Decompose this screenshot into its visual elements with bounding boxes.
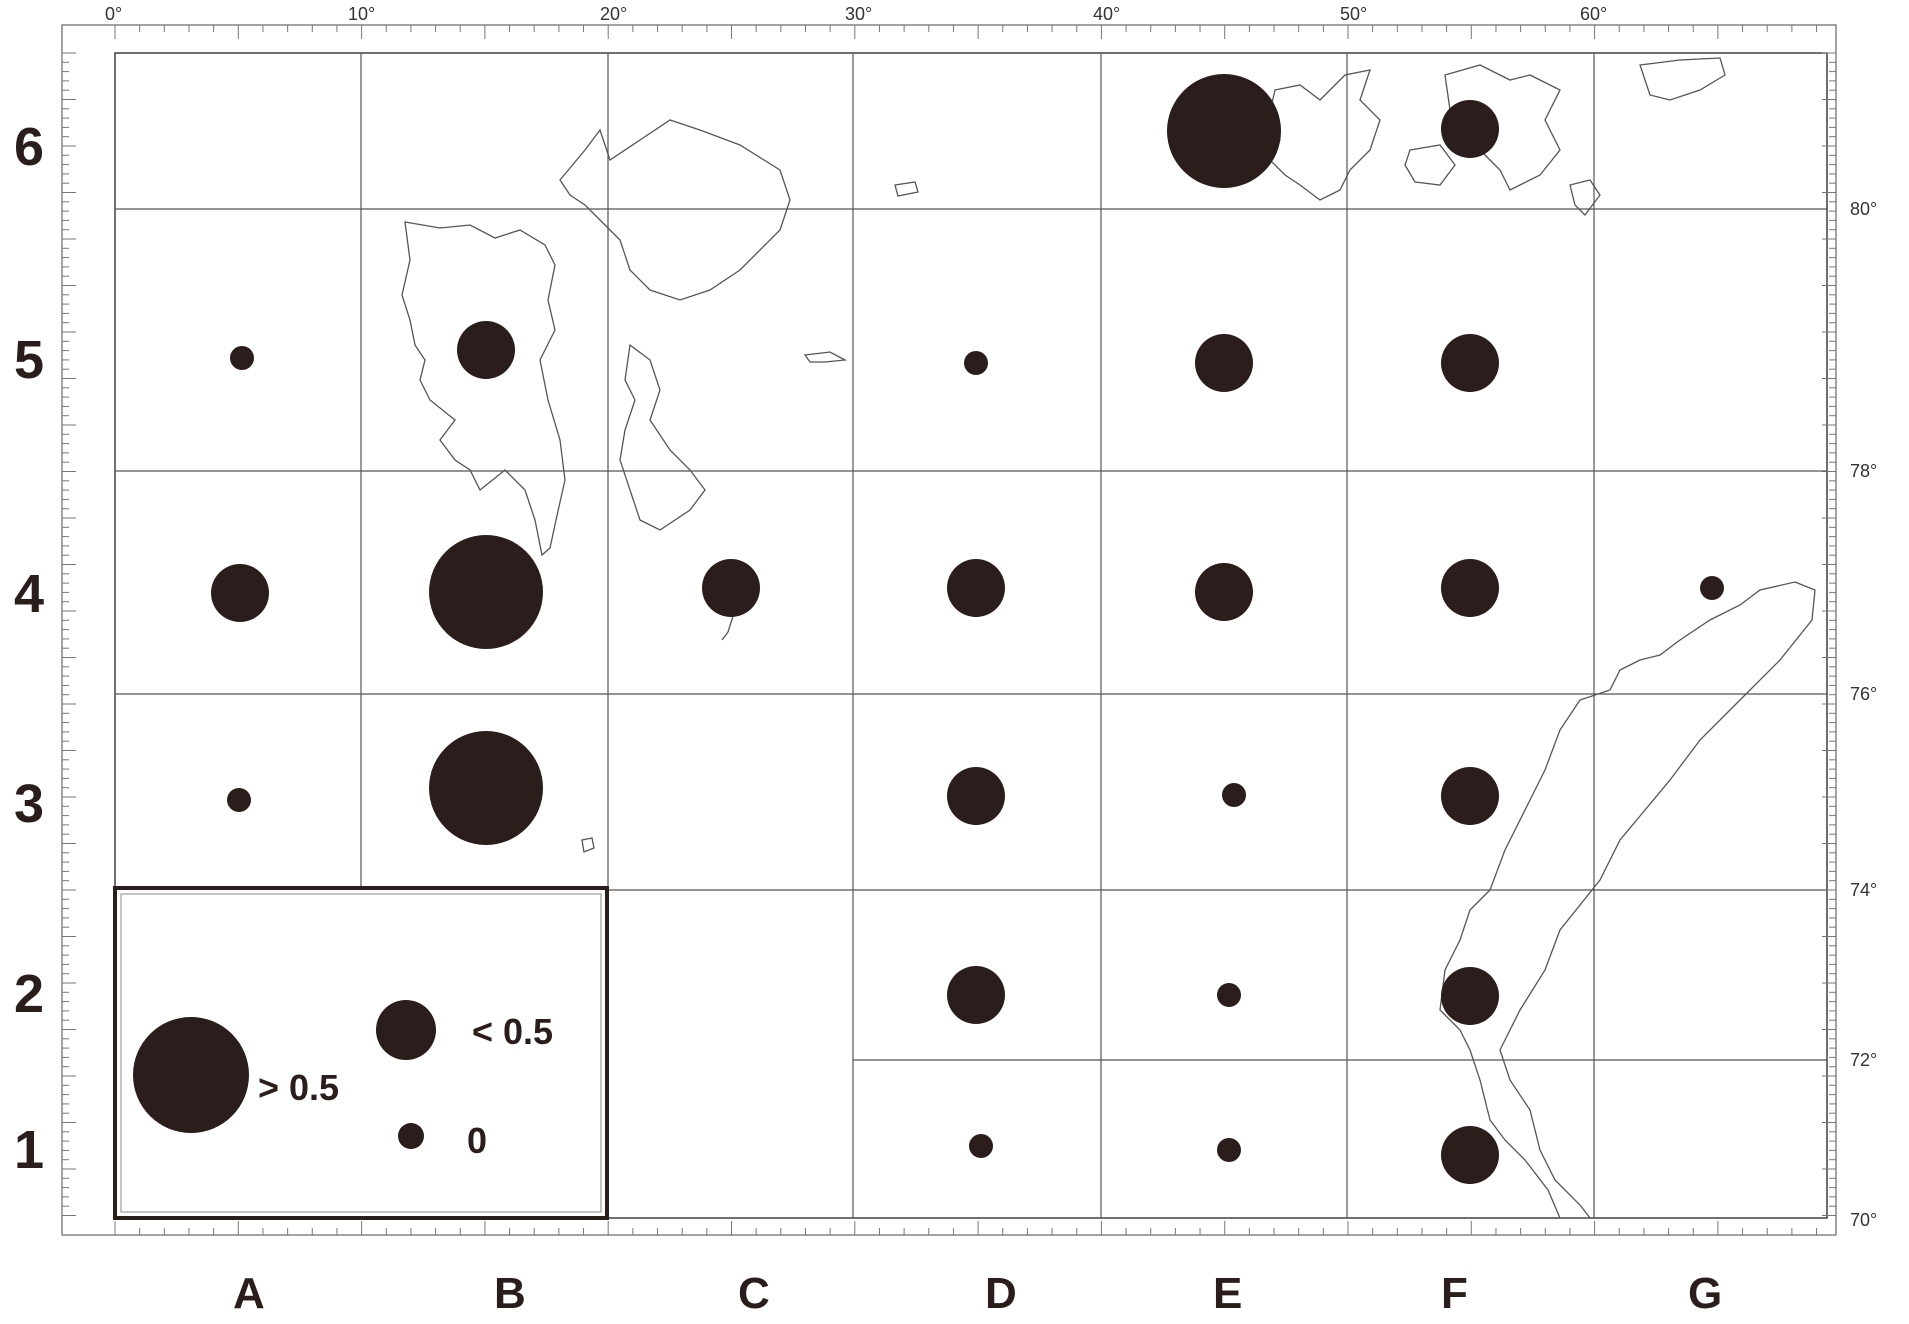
column-label-D: D xyxy=(985,1269,1017,1318)
kong-karls-land xyxy=(803,351,848,363)
symbol-f5 xyxy=(1441,334,1499,392)
symbol-e6 xyxy=(1167,74,1281,188)
symbol-e3 xyxy=(1222,783,1246,807)
legend: > 0.5 < 0.5 0 xyxy=(113,886,609,1220)
legend-small-symbol xyxy=(398,1123,424,1149)
legend-medium-symbol xyxy=(376,1000,436,1060)
legend-medium-label: < 0.5 xyxy=(472,1011,553,1052)
franz-josef-land-south xyxy=(1569,179,1601,216)
row-labels: 6 5 4 3 2 1 xyxy=(14,117,44,1180)
grid-lines xyxy=(115,53,1827,1218)
symbol-e5 xyxy=(1195,334,1253,392)
row-label-3: 3 xyxy=(14,774,44,834)
novaya-zemlya-coastline xyxy=(1439,581,1816,1219)
coastlines xyxy=(401,57,1816,1219)
symbol-e1 xyxy=(1217,1138,1241,1162)
row-label-1: 1 xyxy=(14,1120,44,1180)
row-label-5: 5 xyxy=(14,330,44,390)
symbol-b3 xyxy=(429,731,543,845)
symbol-d3 xyxy=(947,767,1005,825)
top-degree-6: 60° xyxy=(1580,4,1607,24)
right-degree-78: 78° xyxy=(1850,461,1877,481)
symbol-b5 xyxy=(457,321,515,379)
svalbard-coastline xyxy=(401,221,566,557)
top-degree-0: 0° xyxy=(105,4,122,24)
column-label-A: A xyxy=(233,1269,265,1318)
symbol-c4 xyxy=(702,559,760,617)
franz-josef-land-coastline xyxy=(1267,69,1381,201)
symbol-d1 xyxy=(969,1134,993,1158)
symbol-a3 xyxy=(227,788,251,812)
top-degree-1: 10° xyxy=(348,4,375,24)
symbol-e4 xyxy=(1195,563,1253,621)
svalbard-east-coastline xyxy=(619,343,706,531)
top-degree-5: 50° xyxy=(1340,4,1367,24)
top-degree-labels: 0° 10° 20° 30° 40° 50° 60° xyxy=(105,4,1607,24)
kvitoya xyxy=(894,181,919,197)
symbol-f3 xyxy=(1441,767,1499,825)
symbol-d2 xyxy=(947,966,1005,1024)
legend-inner-box xyxy=(120,893,602,1213)
column-label-B: B xyxy=(494,1269,526,1318)
column-label-E: E xyxy=(1213,1269,1242,1318)
symbol-g4 xyxy=(1700,576,1724,600)
column-labels: A B C D E F G xyxy=(233,1269,1722,1318)
symbol-d4 xyxy=(947,559,1005,617)
symbol-e2 xyxy=(1217,983,1241,1007)
right-degree-74: 74° xyxy=(1850,880,1877,900)
legend-large-symbol xyxy=(133,1017,249,1133)
symbol-f4 xyxy=(1441,559,1499,617)
symbol-f1 xyxy=(1441,1126,1499,1184)
symbol-b4 xyxy=(429,535,543,649)
franz-josef-land-far-east xyxy=(1639,57,1726,101)
row-label-6: 6 xyxy=(14,117,44,177)
symbol-d5 xyxy=(964,351,988,375)
right-degree-70: 70° xyxy=(1850,1210,1877,1230)
bjornoya xyxy=(581,837,595,853)
top-degree-4: 40° xyxy=(1093,4,1120,24)
svalbard-north-coastline xyxy=(559,119,791,301)
symbol-a4 xyxy=(211,564,269,622)
right-degree-76: 76° xyxy=(1850,684,1877,704)
right-degree-72: 72° xyxy=(1850,1050,1877,1070)
right-degree-80: 80° xyxy=(1850,199,1877,219)
symbol-f2 xyxy=(1441,967,1499,1025)
legend-large-label: > 0.5 xyxy=(258,1067,339,1108)
column-label-G: G xyxy=(1688,1269,1722,1318)
column-label-F: F xyxy=(1441,1269,1468,1318)
top-degree-2: 20° xyxy=(600,4,627,24)
legend-small-label: 0 xyxy=(467,1120,487,1161)
inner-frame xyxy=(114,52,1828,1219)
symbol-a5 xyxy=(230,346,254,370)
data-symbols xyxy=(211,74,1724,1184)
tick-marks xyxy=(62,25,1836,1235)
right-degree-labels: 80° 78° 76° 74° 72° 70° xyxy=(1850,199,1877,1230)
symbol-f6 xyxy=(1441,100,1499,158)
row-label-4: 4 xyxy=(14,564,44,624)
column-label-C: C xyxy=(738,1269,770,1318)
franz-josef-land-east xyxy=(1404,144,1456,186)
top-degree-3: 30° xyxy=(845,4,872,24)
row-label-2: 2 xyxy=(14,964,44,1024)
